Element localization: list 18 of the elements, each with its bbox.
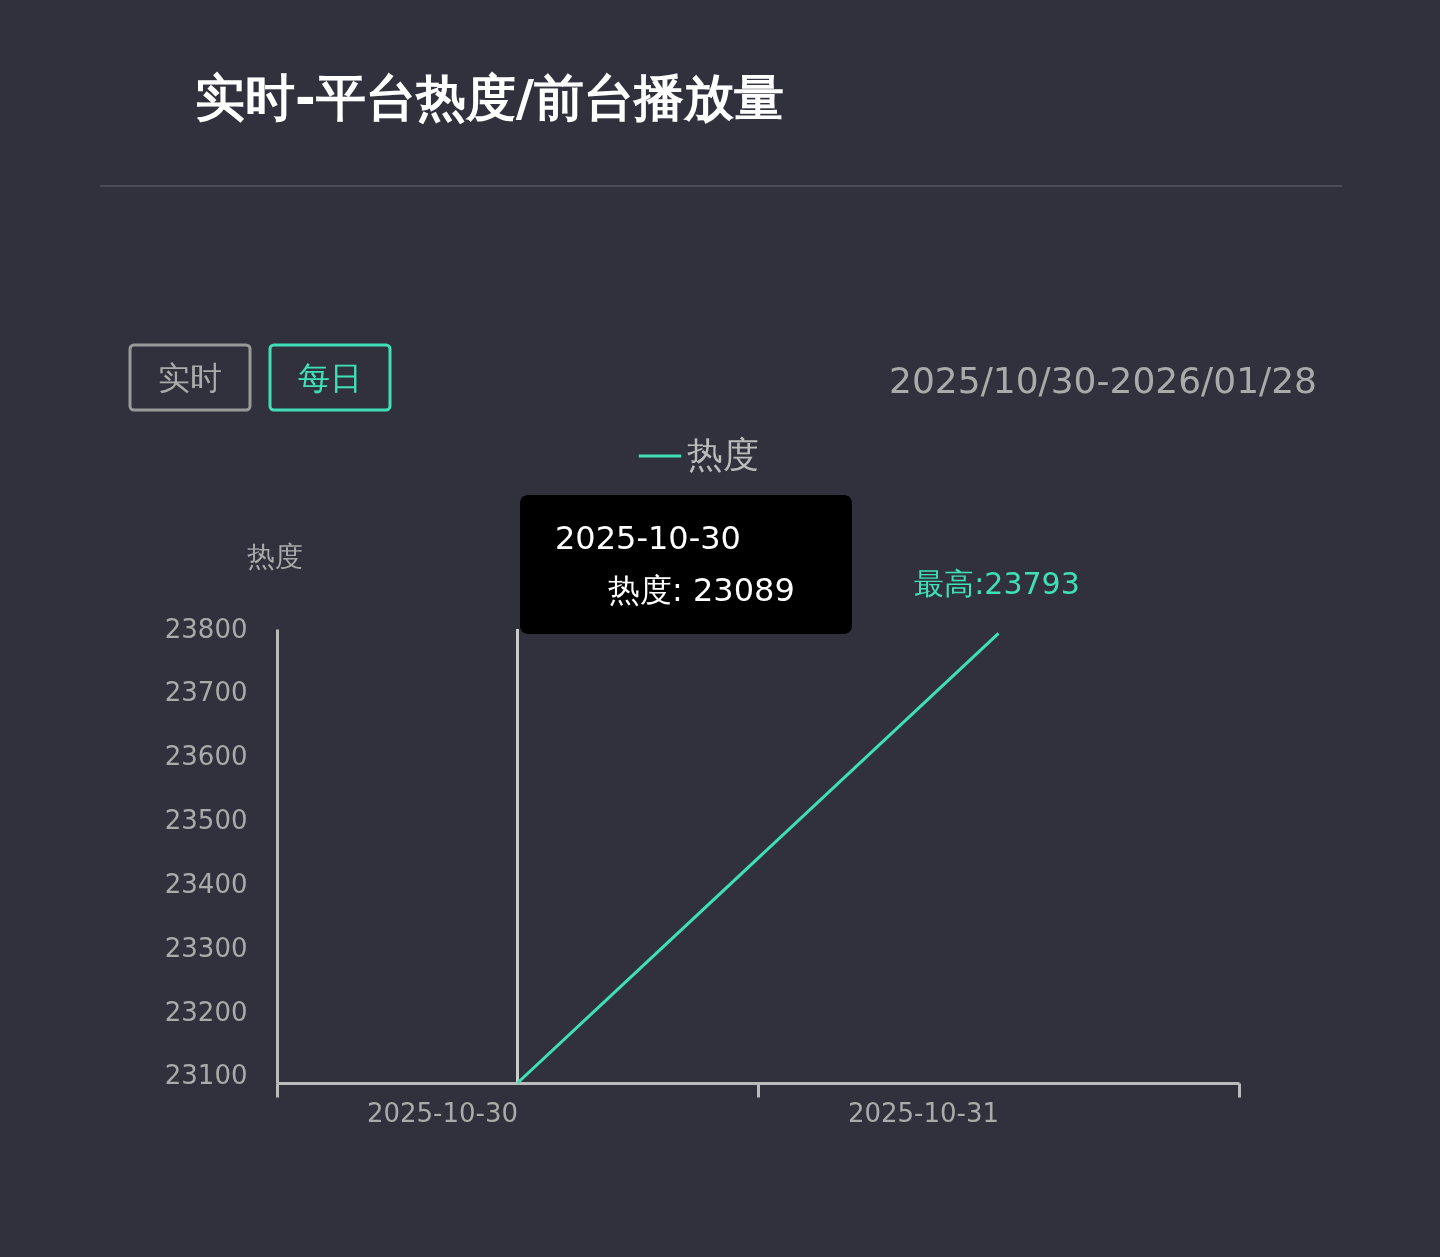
y-tick-label: 23300 — [164, 932, 248, 963]
x-tick-label: 2025-10-31 — [847, 1097, 999, 1128]
text: 最高:23793 — [914, 566, 1080, 601]
y-tick-label: 23400 — [164, 868, 248, 899]
text: 2025/10/30-2026/01/28 — [889, 360, 1317, 401]
y-tick-label: 23200 — [164, 996, 248, 1027]
text: 2025-10-30 — [555, 519, 741, 557]
text: 每日 — [298, 359, 362, 397]
y-tick-label: 23800 — [164, 613, 248, 644]
text: 热度: 23089 — [608, 571, 795, 609]
chart-title: 实时-平台热度/前台播放量 — [195, 69, 785, 127]
y-tick-label: 23500 — [164, 805, 248, 836]
text: 实时 — [158, 359, 222, 397]
legend-label: 热度 — [687, 434, 759, 475]
y-axis-title: 热度 — [247, 540, 303, 573]
y-tick-label: 23600 — [164, 741, 248, 772]
y-tick-label: 23700 — [164, 677, 248, 708]
y-tick-label: 23100 — [164, 1060, 248, 1091]
